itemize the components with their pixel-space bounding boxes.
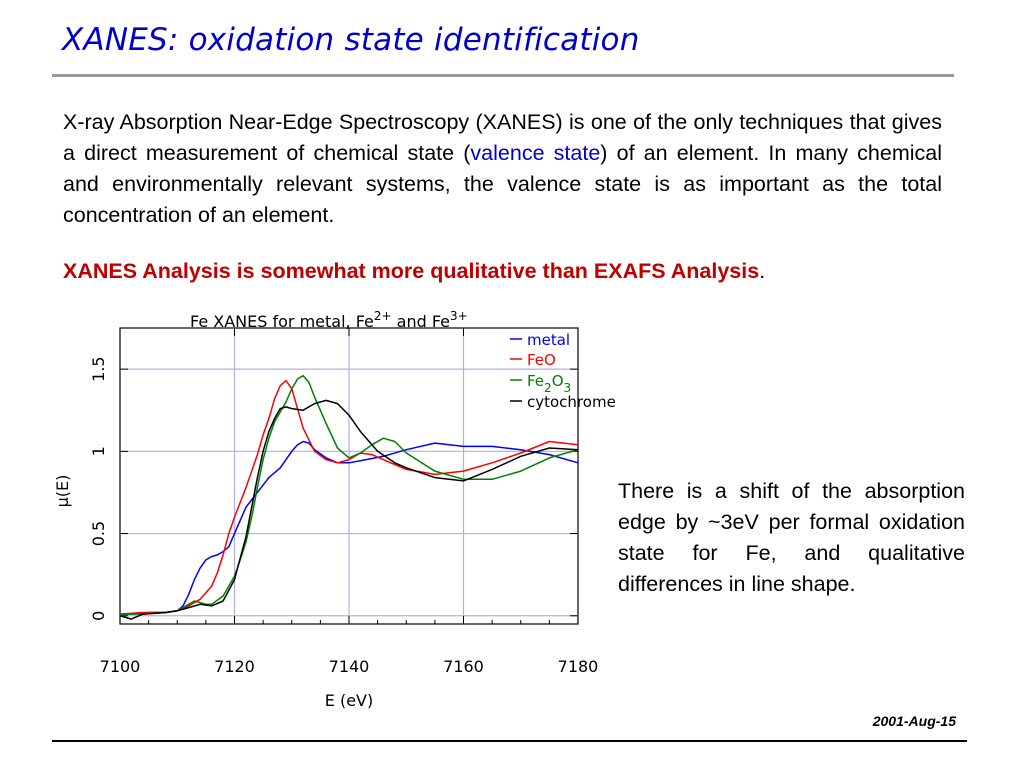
series-line-cytochrome xyxy=(119,399,579,620)
intro-paragraph: X-ray Absorption Near-Edge Spectroscopy … xyxy=(63,107,942,231)
legend-cytochrome: cytochrome xyxy=(527,393,616,411)
title-divider xyxy=(52,74,954,77)
x-tick-label: 7160 xyxy=(443,657,484,676)
legend-fe2o3-s2: 3 xyxy=(564,381,572,395)
chart-title-b: and Fe xyxy=(392,312,450,331)
series-line-metal xyxy=(120,440,579,615)
y-tick-label: 1.5 xyxy=(89,356,108,381)
footer-divider xyxy=(52,740,967,742)
y-tick-label: 0.5 xyxy=(89,521,108,546)
page-title: XANES: oxidation state identification xyxy=(62,22,640,58)
legend: metal FeO Fe2O3 cytochrome xyxy=(510,331,616,411)
legend-fe2o3: Fe2O3 xyxy=(527,372,571,395)
series-line-fe2o3 xyxy=(120,374,579,615)
chart-title-a: Fe XANES for metal, Fe xyxy=(190,312,374,331)
side-note: There is a shift of the absorption edge … xyxy=(618,479,965,596)
y-tick-label: 1 xyxy=(89,446,108,456)
chart-title-sup1: 2+ xyxy=(374,309,392,323)
x-tick-label: 7100 xyxy=(100,657,141,676)
legend-fe2o3-b: O xyxy=(552,372,564,390)
y-axis-label: μ(E) xyxy=(53,475,72,508)
legend-feo: FeO xyxy=(527,351,556,369)
date-label: 2001-Aug-15 xyxy=(872,713,956,729)
highlight-statement: XANES Analysis is somewhat more qualitat… xyxy=(63,259,765,284)
valence-state-link[interactable]: valence state xyxy=(470,141,601,165)
grid-lines xyxy=(120,328,578,624)
chart-title: Fe XANES for metal, Fe2+ and Fe3+ xyxy=(190,309,468,331)
legend-metal: metal xyxy=(527,331,570,349)
intro-text-1: X-ray Absorption Near-Edge Spectroscopy … xyxy=(63,110,942,165)
y-tick-label: 0 xyxy=(89,611,108,621)
legend-fe2o3-s1: 2 xyxy=(544,381,552,395)
x-axis-label: E (eV) xyxy=(325,691,373,710)
legend-fe2o3-a: Fe xyxy=(527,372,544,390)
x-tick-label: 7180 xyxy=(558,657,599,676)
chart-title-sup2: 3+ xyxy=(450,309,468,323)
intro-text-2: ) of an element. In many chemical and en… xyxy=(63,141,942,227)
highlight-period: . xyxy=(759,259,766,283)
highlight-text: XANES Analysis is somewhat more qualitat… xyxy=(63,259,760,283)
series-lines xyxy=(119,374,579,620)
x-tick-label: 7120 xyxy=(214,657,255,676)
x-tick-label: 7140 xyxy=(329,657,370,676)
axis-ticks: 7100 7120 7140 7160 7180 0 0.5 1 1.5 xyxy=(89,328,598,676)
